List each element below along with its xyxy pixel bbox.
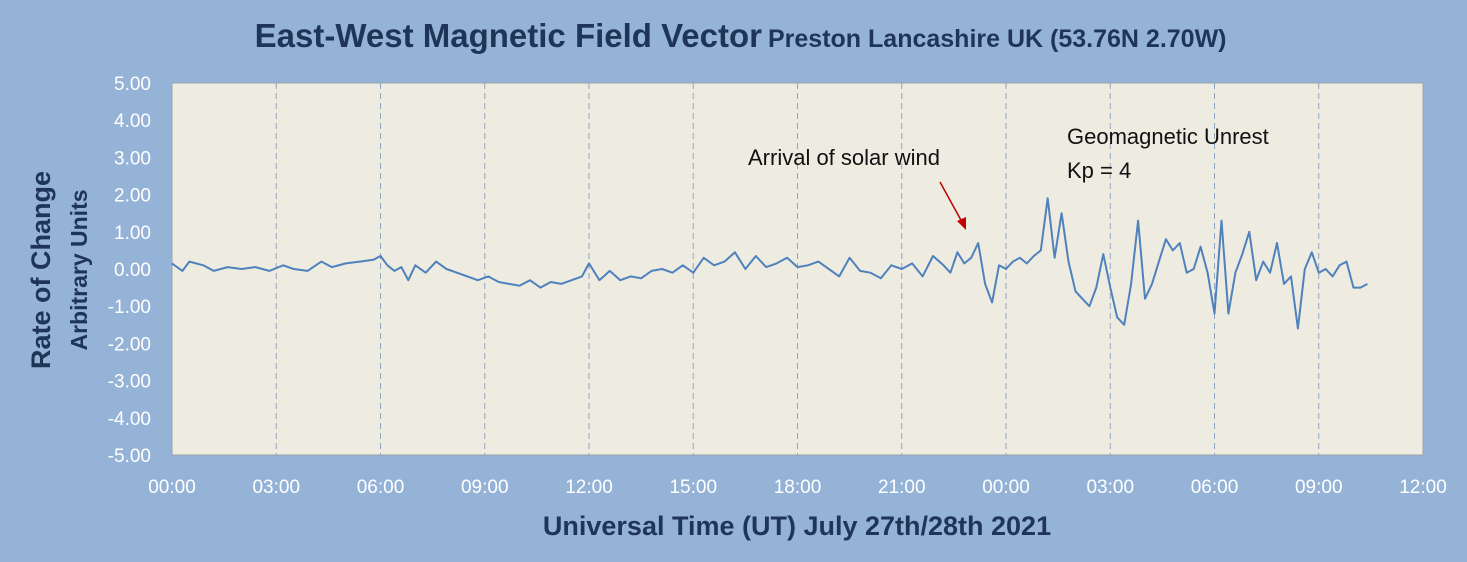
y-tick-label: -1.00 xyxy=(108,297,151,318)
y-tick-label: 2.00 xyxy=(114,186,151,207)
annotation-unrest-line-2: Kp = 4 xyxy=(1067,158,1131,183)
x-tick-label: 12:00 xyxy=(565,477,613,498)
x-axis-ticks: 00:00 03:00 06:00 09:00 12:00 15:00 18:00 21:00… xyxy=(148,477,1447,498)
x-tick-label: 09:00 xyxy=(1295,477,1343,498)
y-tick-label: 0.00 xyxy=(114,260,151,281)
y-tick-label: -2.00 xyxy=(108,334,151,355)
x-tick-label: 03:00 xyxy=(252,477,300,498)
y-tick-label: -4.00 xyxy=(108,409,151,430)
y-tick-label: 5.00 xyxy=(114,74,151,95)
x-tick-label: 15:00 xyxy=(669,477,717,498)
annotation-arrow xyxy=(939,181,963,223)
x-tick-label: 12:00 xyxy=(1399,477,1447,498)
x-tick-label: 09:00 xyxy=(461,477,509,498)
x-tick-label: 00:00 xyxy=(982,477,1030,498)
grid xyxy=(275,83,1320,455)
chart-subtitle: Preston Lancashire UK (53.76N 2.70W) xyxy=(768,25,1227,53)
y-axis-title-line-2: Arbitrary Units xyxy=(66,189,92,350)
x-tick-label: 06:00 xyxy=(357,477,405,498)
x-tick-label: 18:00 xyxy=(774,477,822,498)
chart-title: East-West Magnetic Field Vector xyxy=(255,17,763,54)
x-tick-label: 21:00 xyxy=(878,477,926,498)
y-tick-label: -5.00 xyxy=(108,446,151,467)
annotation-solar-wind: Arrival of solar wind xyxy=(748,145,940,170)
series-line-east-west-field xyxy=(171,197,1368,330)
y-tick-label: 3.00 xyxy=(114,148,151,169)
y-axis-title-line-1: Rate of Change xyxy=(26,171,56,369)
x-tick-label: 03:00 xyxy=(1086,477,1134,498)
y-tick-label: 4.00 xyxy=(114,111,151,132)
x-tick-label: 06:00 xyxy=(1191,477,1239,498)
annotation-unrest-line-1: Geomagnetic Unrest xyxy=(1067,124,1269,149)
x-tick-label: 00:00 xyxy=(148,477,196,498)
y-tick-label: -3.00 xyxy=(108,372,151,393)
y-tick-label: 1.00 xyxy=(114,223,151,244)
annotation-arrowhead xyxy=(957,217,966,230)
y-axis-ticks: 5.00 4.00 3.00 2.00 1.00 0.00 -1.00 -2.00 -3.00 -… xyxy=(108,74,151,467)
x-axis-title: Universal Time (UT) July 27th/28th 2021 xyxy=(543,511,1051,541)
